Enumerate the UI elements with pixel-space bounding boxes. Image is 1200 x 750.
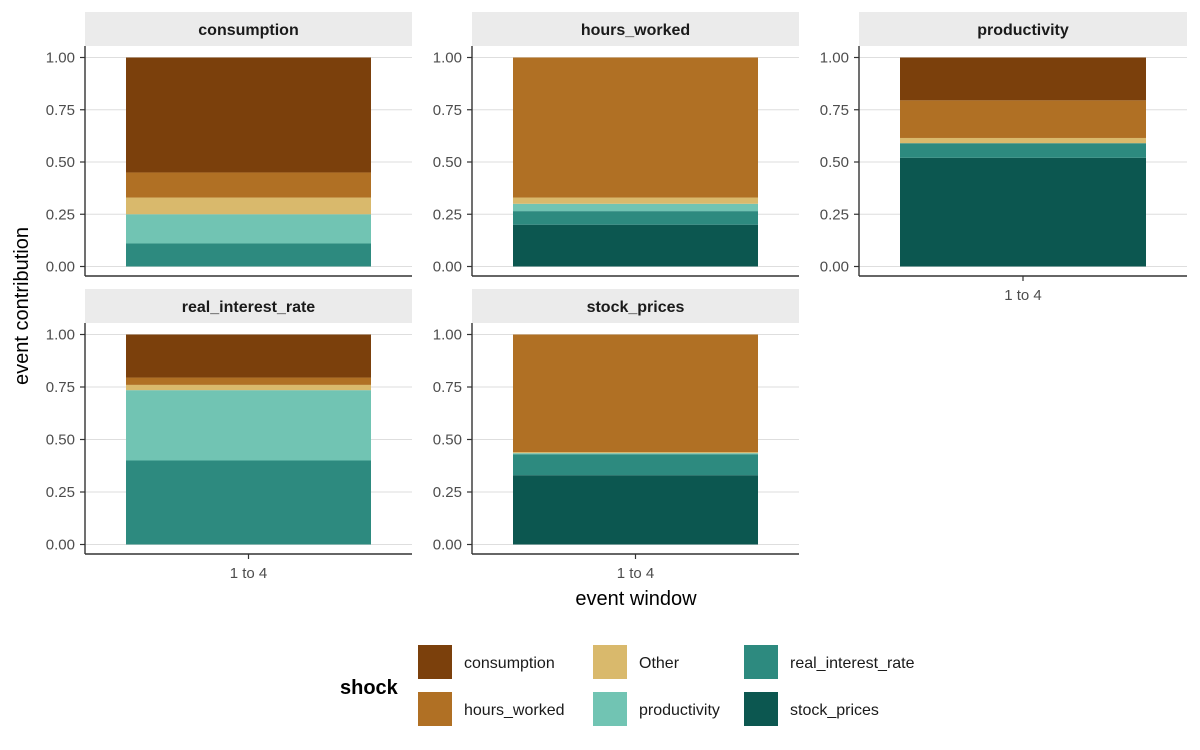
legend-item-productivity: productivity: [593, 692, 720, 726]
legend-item-stock_prices: stock_prices: [744, 692, 879, 726]
bar-segment-Other: [900, 137, 1146, 144]
y-tick-label: 0.75: [46, 379, 75, 396]
y-axis-title: event contribution: [11, 227, 33, 385]
y-tick-label: 0.00: [433, 537, 462, 554]
bar-segment-hours_worked: [126, 377, 371, 385]
x-tick-label: 1 to 4: [617, 565, 655, 582]
legend-swatch: [593, 692, 627, 726]
facet-strip-label: productivity: [977, 22, 1069, 39]
y-tick-label: 0.75: [433, 379, 462, 396]
facet-strip: [859, 12, 1187, 46]
y-tick-label: 0.25: [820, 206, 849, 223]
bar-segment-Other: [126, 384, 371, 391]
bar-segment-stock_prices: [900, 157, 1146, 267]
bar-segment-productivity: [126, 214, 371, 244]
x-tick-label: 1 to 4: [230, 565, 268, 582]
facet-strip-label: hours_worked: [581, 22, 690, 39]
facet-strip-label: real_interest_rate: [182, 299, 316, 316]
legend-label: productivity: [639, 702, 720, 719]
facet-strip-label: consumption: [198, 22, 298, 39]
bar-segment-Other: [513, 452, 758, 454]
bar-segment-productivity: [126, 390, 371, 461]
facet-strip: [85, 12, 412, 46]
y-tick-label: 1.00: [433, 327, 462, 344]
y-tick-label: 0.25: [46, 206, 75, 223]
y-tick-label: 0.50: [46, 154, 75, 171]
bar-segment-real_interest_rate: [513, 211, 758, 225]
facet-panel-productivity: productivity 0.00 0.25 0.50 0.75 1.00 1 to 4: [820, 12, 1187, 304]
bar-segment-hours_worked: [126, 172, 371, 198]
bar-segment-hours_worked: [513, 57, 758, 198]
facet-panel-consumption: consumption 0.00 0.25 0.50 0.75 1.00: [46, 12, 412, 277]
bar-segment-real_interest_rate: [126, 460, 371, 545]
x-tick-label: 1 to 4: [1004, 287, 1042, 304]
bar-segment-consumption: [126, 57, 371, 173]
x-axis-title: event window: [575, 588, 697, 610]
legend-swatch: [418, 645, 452, 679]
y-tick-label: 0.75: [46, 102, 75, 119]
bar-segment-hours_worked: [513, 334, 758, 453]
legend-swatch: [593, 645, 627, 679]
bar-segment-stock_prices: [513, 475, 758, 545]
y-tick-label: 0.75: [820, 102, 849, 119]
bar-segment-productivity: [513, 453, 758, 455]
legend-label: Other: [639, 655, 680, 672]
facet-panel-real_interest_rate: real_interest_rate 0.00 0.25 0.50 0.75 1.00 1 …: [46, 289, 412, 582]
y-tick-label: 0.50: [820, 154, 849, 171]
y-tick-label: 0.25: [433, 484, 462, 501]
bar-segment-productivity: [513, 203, 758, 212]
legend-label: real_interest_rate: [790, 655, 915, 672]
y-tick-label: 1.00: [820, 50, 849, 67]
y-tick-label: 0.25: [46, 484, 75, 501]
y-tick-label: 0.00: [46, 537, 75, 554]
y-tick-label: 0.50: [433, 154, 462, 171]
y-tick-label: 1.00: [46, 327, 75, 344]
legend-item-consumption: consumption: [418, 645, 555, 679]
y-tick-label: 1.00: [46, 50, 75, 67]
bar-segment-real_interest_rate: [900, 143, 1146, 158]
y-tick-label: 0.50: [433, 432, 462, 449]
y-tick-label: 0.25: [433, 206, 462, 223]
facet-strip: [472, 289, 799, 323]
facet-panel-stock_prices: stock_prices 0.00 0.25 0.50 0.75 1.00 1 to 4: [433, 289, 799, 582]
bar-segment-Other: [126, 197, 371, 215]
legend-item-real_interest_rate: real_interest_rate: [744, 645, 915, 679]
bar-segment-consumption: [126, 334, 371, 378]
bar-segment-hours_worked: [900, 100, 1146, 138]
legend-title: shock: [340, 677, 399, 699]
facet-panel-hours_worked: hours_worked 0.00 0.25 0.50 0.75 1.00: [433, 12, 799, 277]
y-tick-label: 0.00: [433, 259, 462, 276]
facet-strip-label: stock_prices: [587, 299, 685, 316]
y-tick-label: 0.00: [46, 259, 75, 276]
legend-label: stock_prices: [790, 702, 879, 719]
bar-segment-real_interest_rate: [126, 243, 371, 267]
legend-label: hours_worked: [464, 702, 565, 719]
bar-segment-real_interest_rate: [513, 454, 758, 476]
legend-swatch: [744, 692, 778, 726]
bar-segment-Other: [513, 197, 758, 204]
y-tick-label: 0.00: [820, 259, 849, 276]
legend-item-hours_worked: hours_worked: [418, 692, 565, 726]
bar-segment-stock_prices: [513, 224, 758, 267]
facet-strip: [85, 289, 412, 323]
facet-strip: [472, 12, 799, 46]
legend-item-Other: Other: [593, 645, 680, 679]
y-tick-label: 1.00: [433, 50, 462, 67]
legend-label: consumption: [464, 655, 555, 672]
legend-swatch: [744, 645, 778, 679]
y-tick-label: 0.75: [433, 102, 462, 119]
legend-swatch: [418, 692, 452, 726]
bar-segment-consumption: [900, 57, 1146, 101]
y-tick-label: 0.50: [46, 432, 75, 449]
facet-panels: consumption0.000.250.500.751.00hours_wor…: [46, 12, 1187, 582]
legend: shock consumption hours_worked Other produc…: [340, 645, 915, 726]
